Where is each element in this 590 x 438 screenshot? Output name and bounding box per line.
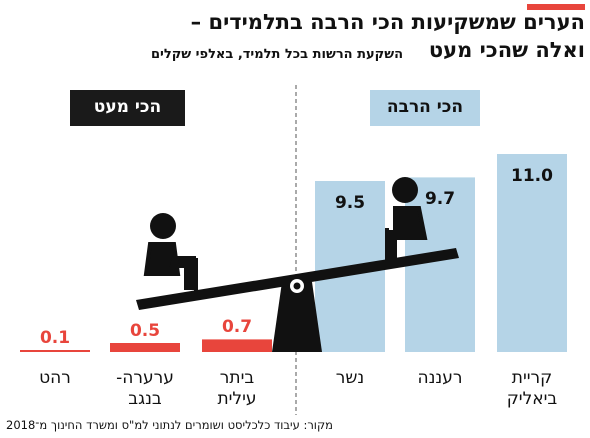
category-label: ערערה- בנגב bbox=[116, 368, 174, 409]
pivot-dot bbox=[293, 282, 301, 290]
value-label: 11.0 bbox=[511, 166, 553, 186]
bar bbox=[110, 343, 180, 352]
kid-right-head bbox=[392, 177, 418, 203]
category-label: רעננה bbox=[417, 368, 463, 388]
fulcrum bbox=[272, 282, 322, 352]
value-label: 9.7 bbox=[424, 189, 456, 210]
source: מקור: עיבוד כלכליסט ושומרים לנתוני למ"ס … bbox=[6, 418, 333, 432]
accent-bar bbox=[527, 4, 585, 10]
value-label: 0.1 bbox=[39, 328, 71, 348]
value-label: 9.5 bbox=[334, 193, 366, 213]
seesaw bbox=[136, 177, 459, 352]
bar bbox=[497, 154, 567, 352]
kid-right-body bbox=[385, 206, 428, 268]
value-label: 0.7 bbox=[221, 317, 253, 338]
group-box bbox=[370, 90, 480, 126]
category-label: נשר bbox=[335, 368, 365, 388]
title: הערים שמשקיעות הכי הרבה בתלמידים – bbox=[190, 10, 585, 34]
group-box bbox=[70, 90, 185, 126]
category-label: ביתר עילית bbox=[217, 368, 257, 409]
value-label: 0.5 bbox=[129, 321, 161, 341]
subtitle: השקעת הרשות בכל תלמיד, באלפי שקלים bbox=[150, 47, 403, 62]
category-label: רהט bbox=[39, 368, 71, 388]
title-line2: ואלה שהכי מעט bbox=[428, 38, 585, 62]
kid-left-head bbox=[150, 213, 176, 239]
bar bbox=[20, 350, 90, 352]
plank bbox=[136, 248, 459, 310]
kid-left-body bbox=[143, 242, 198, 292]
bars bbox=[20, 154, 567, 352]
group-label: הכי מעט bbox=[93, 97, 162, 117]
group-label: הכי הרבה bbox=[386, 97, 464, 117]
bar bbox=[202, 339, 272, 352]
category-label: קריית ביאליק bbox=[506, 368, 558, 409]
